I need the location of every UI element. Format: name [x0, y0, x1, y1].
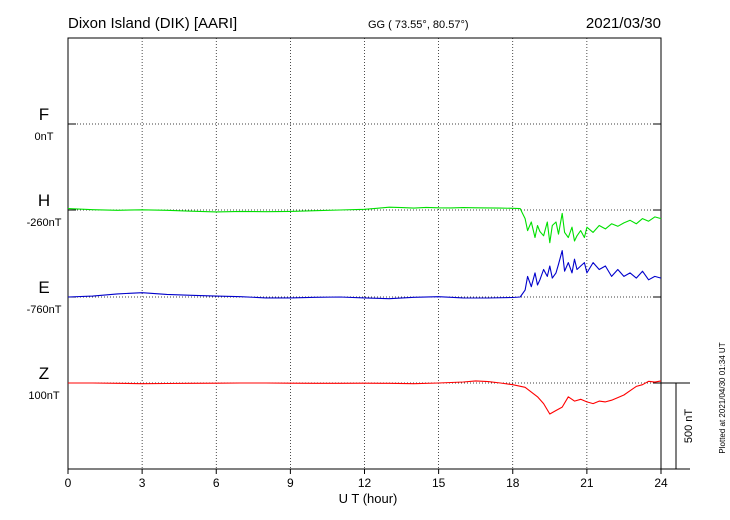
series-line-z	[68, 380, 662, 415]
series-lines	[67, 206, 662, 415]
x-tick-label: 3	[139, 476, 146, 490]
x-axis-ticks: 0 3 6 9 12 15 18 21 24	[65, 469, 668, 490]
x-axis-label: U T (hour)	[339, 491, 398, 506]
station-title: Dixon Island (DIK) [AARI]	[68, 15, 237, 32]
series-name-z: Z	[39, 364, 49, 383]
scale-bar-label: 500 nT	[683, 409, 695, 444]
series-name-e: E	[38, 278, 49, 297]
x-tick-label: 0	[65, 476, 72, 490]
series-labels: F 0nT H -260nT E -760nT Z 100nT	[27, 105, 62, 402]
series-baseline-f: 0nT	[35, 131, 54, 143]
series-line-e	[67, 250, 662, 300]
x-tick-label: 15	[432, 476, 446, 490]
series-name-f: F	[39, 105, 49, 124]
chart-grid	[68, 38, 661, 469]
scale-bar: 500 nT	[661, 382, 695, 470]
series-baseline-e: -760nT	[27, 304, 62, 316]
x-tick-label: 12	[358, 476, 372, 490]
plotted-timestamp: Plotted at 2021/04/30 01:34 UT	[718, 342, 727, 453]
x-tick-label: 24	[654, 476, 668, 490]
series-name-h: H	[38, 191, 50, 210]
series-baseline-h: -260nT	[27, 217, 62, 229]
x-tick-label: 9	[287, 476, 294, 490]
station-coordinates: GG ( 73.55°, 80.57°)	[368, 19, 469, 31]
chart-date: 2021/03/30	[586, 15, 661, 32]
x-tick-label: 6	[213, 476, 220, 490]
series-baseline-z: 100nT	[28, 390, 59, 402]
x-tick-label: 18	[506, 476, 520, 490]
series-line-h	[67, 206, 662, 244]
x-tick-label: 21	[580, 476, 594, 490]
